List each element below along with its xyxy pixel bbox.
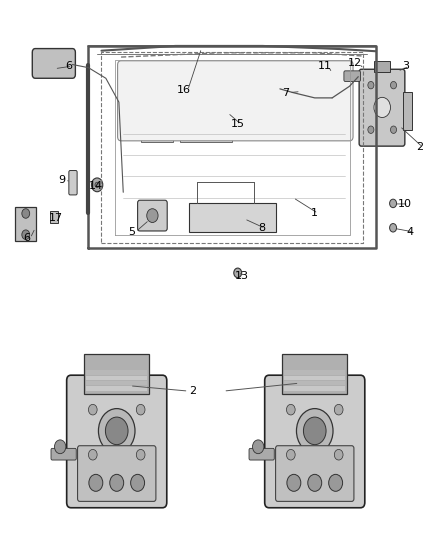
Text: 8: 8 [258, 223, 265, 233]
Circle shape [136, 449, 145, 460]
Bar [141, 115, 173, 142]
FancyBboxPatch shape [276, 446, 354, 502]
Text: 6: 6 [65, 61, 72, 71]
Circle shape [131, 474, 145, 491]
Circle shape [328, 474, 343, 491]
Circle shape [110, 474, 124, 491]
Circle shape [147, 209, 158, 222]
Circle shape [136, 405, 145, 415]
Circle shape [368, 82, 374, 89]
Bar [180, 81, 212, 108]
Text: 17: 17 [49, 213, 63, 223]
Circle shape [22, 209, 30, 218]
Text: 14: 14 [89, 181, 103, 191]
Text: 5: 5 [128, 227, 135, 237]
Text: 15: 15 [231, 119, 245, 130]
Text: 2: 2 [416, 142, 423, 152]
FancyBboxPatch shape [265, 375, 365, 508]
Circle shape [88, 405, 97, 415]
Circle shape [92, 178, 103, 192]
Bar [188, 203, 276, 232]
Circle shape [54, 440, 66, 454]
Bar [284, 386, 345, 391]
Text: 1: 1 [311, 208, 318, 219]
Bar [15, 207, 36, 241]
Text: 13: 13 [235, 271, 249, 280]
Text: 10: 10 [398, 199, 412, 209]
Circle shape [391, 126, 396, 133]
Text: 6: 6 [23, 233, 30, 244]
Bar [84, 354, 149, 394]
Text: 3: 3 [403, 61, 410, 71]
Circle shape [390, 223, 396, 232]
FancyBboxPatch shape [69, 171, 77, 195]
FancyBboxPatch shape [344, 71, 360, 82]
FancyBboxPatch shape [67, 375, 167, 508]
FancyBboxPatch shape [78, 446, 156, 502]
Bar [86, 381, 147, 385]
Bar [50, 212, 58, 223]
Circle shape [297, 409, 333, 453]
FancyBboxPatch shape [32, 49, 75, 78]
Circle shape [286, 405, 295, 415]
Circle shape [234, 268, 242, 278]
Bar [284, 370, 345, 375]
Circle shape [390, 199, 396, 208]
Text: 2: 2 [189, 386, 197, 396]
Circle shape [99, 409, 135, 453]
FancyBboxPatch shape [138, 200, 167, 231]
FancyBboxPatch shape [117, 61, 353, 141]
Circle shape [88, 449, 97, 460]
Bar [180, 115, 232, 142]
Circle shape [334, 449, 343, 460]
Circle shape [334, 405, 343, 415]
Circle shape [368, 126, 374, 133]
Circle shape [89, 474, 103, 491]
Circle shape [22, 230, 30, 239]
Text: 16: 16 [177, 85, 191, 95]
FancyBboxPatch shape [359, 69, 405, 146]
Bar [86, 386, 147, 391]
Text: 9: 9 [58, 175, 65, 185]
Circle shape [391, 82, 396, 89]
Circle shape [95, 182, 99, 188]
FancyBboxPatch shape [51, 448, 76, 460]
Text: 7: 7 [282, 87, 289, 98]
Bar [86, 376, 147, 380]
Bar [374, 61, 390, 72]
Text: 12: 12 [348, 59, 362, 68]
Circle shape [374, 98, 391, 117]
Circle shape [308, 474, 322, 491]
Circle shape [287, 474, 301, 491]
Bar [284, 381, 345, 385]
Bar [86, 370, 147, 375]
Text: 4: 4 [407, 227, 414, 237]
Circle shape [304, 417, 326, 445]
Bar [141, 81, 173, 108]
Bar [403, 92, 412, 130]
Circle shape [253, 440, 264, 454]
Bar [284, 376, 345, 380]
Bar [282, 354, 347, 394]
FancyBboxPatch shape [249, 448, 274, 460]
Circle shape [106, 417, 128, 445]
Text: 11: 11 [318, 61, 332, 71]
Circle shape [286, 449, 295, 460]
